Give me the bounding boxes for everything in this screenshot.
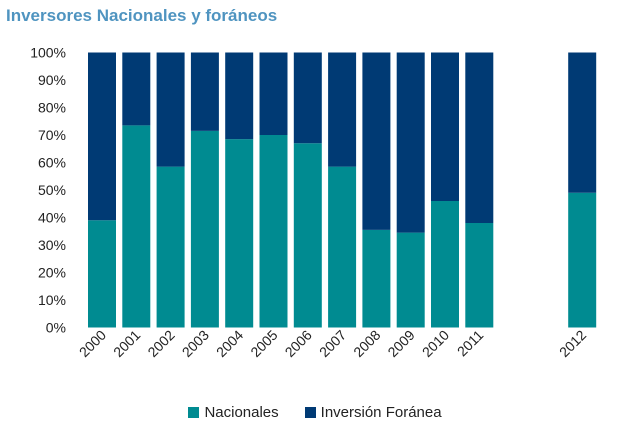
y-tick-label: 60% bbox=[38, 155, 66, 171]
y-tick-label: 80% bbox=[38, 100, 66, 116]
bar-nacionales-2011 bbox=[465, 223, 494, 328]
chart-title: Inversores Nacionales y foráneos bbox=[6, 6, 278, 25]
bar-nacionales-2009 bbox=[396, 232, 425, 328]
bar-inversion-foranea-2003 bbox=[190, 52, 219, 131]
legend-swatch-nacionales bbox=[188, 407, 200, 418]
bar-inversion-foranea-2006 bbox=[293, 52, 322, 144]
y-tick-label: 50% bbox=[38, 182, 66, 198]
x-tick-label: 2009 bbox=[384, 327, 417, 360]
y-tick-label: 90% bbox=[38, 72, 66, 88]
bar-nacionales-2006 bbox=[293, 143, 322, 328]
bar-inversion-foranea-2004 bbox=[225, 52, 254, 140]
bar-nacionales-2007 bbox=[328, 166, 357, 328]
bar-inversion-foranea-2005 bbox=[259, 52, 288, 135]
y-tick-label: 20% bbox=[38, 265, 66, 281]
bar-inversion-foranea-2012 bbox=[568, 52, 597, 193]
bar-nacionales-2008 bbox=[362, 229, 391, 328]
bar-nacionales-2005 bbox=[259, 135, 288, 328]
x-tick-label: 2008 bbox=[350, 327, 383, 360]
y-tick-label: 40% bbox=[38, 210, 66, 226]
bar-nacionales-2000 bbox=[88, 220, 116, 328]
x-tick-label: 2004 bbox=[213, 327, 246, 360]
y-tick-label: 100% bbox=[30, 45, 66, 61]
legend: Nacionales Inversión Foránea bbox=[0, 404, 630, 421]
bar-inversion-foranea-2010 bbox=[431, 52, 459, 201]
x-tick-label: 2007 bbox=[316, 327, 349, 360]
legend-swatch-inversion-foranea bbox=[304, 407, 316, 418]
y-tick-label: 70% bbox=[38, 127, 66, 143]
bar-inversion-foranea-2007 bbox=[328, 52, 357, 167]
bar-inversion-foranea-2002 bbox=[156, 52, 185, 167]
x-tick-label: 2006 bbox=[282, 327, 315, 360]
x-tick-label: 2011 bbox=[454, 327, 487, 360]
bar-nacionales-2004 bbox=[225, 139, 254, 328]
x-tick-label: 2012 bbox=[556, 327, 589, 360]
legend-item-inversion-foranea: Inversión Foránea bbox=[304, 404, 442, 421]
bar-inversion-foranea-2000 bbox=[88, 52, 116, 221]
x-tick-label: 2001 bbox=[110, 327, 143, 360]
x-tick-label: 2005 bbox=[247, 327, 280, 360]
bar-nacionales-2010 bbox=[431, 201, 459, 328]
x-tick-label: 2002 bbox=[144, 327, 177, 360]
bar-nacionales-2002 bbox=[156, 166, 185, 328]
bar-inversion-foranea-2011 bbox=[465, 52, 494, 223]
bar-nacionales-2003 bbox=[190, 130, 219, 328]
y-tick-label: 10% bbox=[38, 292, 66, 308]
x-tick-label: 2010 bbox=[419, 327, 452, 360]
bar-inversion-foranea-2008 bbox=[362, 52, 391, 230]
legend-label: Nacionales bbox=[204, 404, 279, 421]
bar-inversion-foranea-2009 bbox=[396, 52, 425, 233]
legend-item-nacionales: Nacionales bbox=[188, 404, 279, 421]
legend-label: Inversión Foránea bbox=[320, 404, 442, 421]
x-tick-label: 2000 bbox=[76, 327, 109, 360]
x-tick-label: 2003 bbox=[179, 327, 212, 360]
y-tick-label: 0% bbox=[46, 320, 66, 336]
bar-nacionales-2012 bbox=[568, 192, 597, 328]
bar-inversion-foranea-2001 bbox=[122, 52, 151, 126]
y-tick-label: 30% bbox=[38, 237, 66, 253]
bar-nacionales-2001 bbox=[122, 125, 151, 328]
